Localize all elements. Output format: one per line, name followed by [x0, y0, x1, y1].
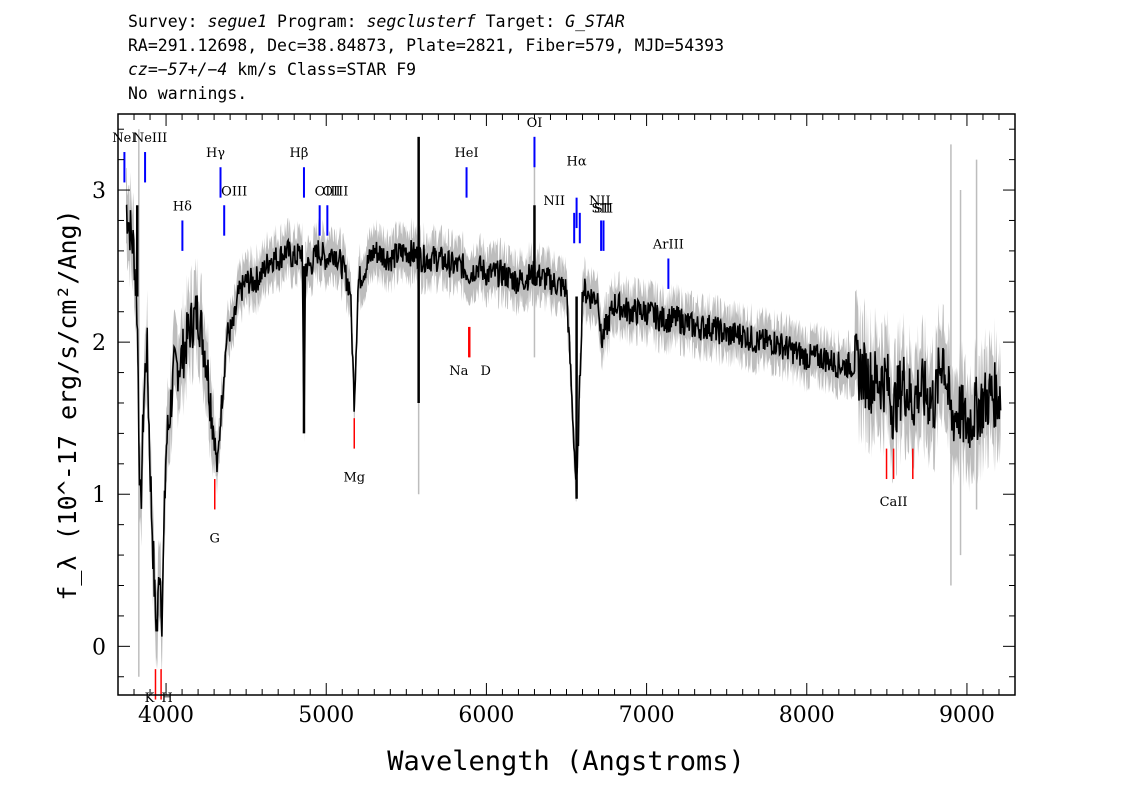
x-tick-label: 9000: [939, 703, 995, 728]
program-value: segclusterf: [366, 12, 476, 31]
absorption-label: H: [161, 691, 172, 706]
emission-label: ArIII: [652, 237, 684, 252]
survey-label: Survey:: [128, 12, 198, 31]
survey-value: segue1: [207, 12, 268, 31]
x-tick-label: 8000: [779, 703, 835, 728]
x-tick-label: 6000: [458, 703, 514, 728]
absorption-label: D: [481, 364, 491, 379]
class-value: km/s Class=STAR F9: [237, 60, 417, 79]
emission-label: OIII: [322, 184, 348, 199]
spectrum-line: [125, 204, 1002, 637]
program-label: Program:: [277, 12, 357, 31]
emission-label: NII: [589, 194, 611, 209]
emission-label: Hα: [567, 155, 587, 170]
emission-label: OIII: [221, 184, 247, 199]
target-label: Target:: [485, 12, 556, 31]
target-value: G_STAR: [565, 12, 625, 31]
spectrum-series: [125, 136, 1002, 637]
absorption-label: G: [210, 531, 220, 546]
y-axis-label-text: f_λ (10^-17 erg/s/cm²/Ang): [53, 209, 82, 600]
emission-label: Hδ: [173, 199, 192, 214]
y-tick-label: 1: [92, 483, 106, 508]
x-tick-label: 7000: [619, 703, 675, 728]
emission-label: SII: [592, 201, 611, 216]
emission-label: HeI: [454, 146, 478, 161]
emission-label: NII: [543, 194, 565, 209]
header-line-1: Survey: segue1 Program: segclusterf Targ…: [128, 10, 724, 34]
y-tick-label: 2: [92, 331, 106, 356]
emission-label: NeIII: [133, 131, 167, 146]
header-line-2: RA=291.12698, Dec=38.84873, Plate=2821, …: [128, 36, 725, 55]
emission-label: SII: [594, 201, 613, 216]
x-axis-label: Wavelength (Angstroms): [387, 746, 745, 777]
header-line-3: cz=−57+/−4 km/s Class=STAR F9: [128, 58, 724, 82]
y-tick-label: 0: [92, 635, 106, 660]
line-markers: NeINeIIIHδHγOIIIHβOIIIOIIIHeIOINIIHαNIIS…: [112, 116, 914, 706]
y-axis-label: f_λ (10^-17 erg/s/cm²/Ang): [53, 209, 82, 600]
x-tick-label: 4000: [138, 703, 194, 728]
header-line-4: No warnings.: [128, 84, 248, 103]
x-tick-label: 5000: [298, 703, 354, 728]
emission-label: Hγ: [206, 146, 225, 161]
error-band-area: [126, 167, 1001, 675]
emission-label: OIII: [315, 184, 341, 199]
redshift-value: cz=−57+/−4: [128, 60, 228, 79]
y-tick-label: 3: [92, 179, 106, 204]
emission-label: Hβ: [290, 146, 309, 161]
spectrum-header: Survey: segue1 Program: segclusterf Targ…: [128, 10, 724, 106]
absorption-label: Na: [449, 364, 468, 379]
absorption-label: CaII: [880, 495, 908, 510]
axis-ticks: 4000 5000 6000 7000 8000 9000 0 1 2 3: [92, 114, 1015, 728]
emission-label: OI: [527, 116, 543, 131]
absorption-label: Mg: [343, 470, 365, 485]
absorption-label: K: [145, 691, 155, 706]
